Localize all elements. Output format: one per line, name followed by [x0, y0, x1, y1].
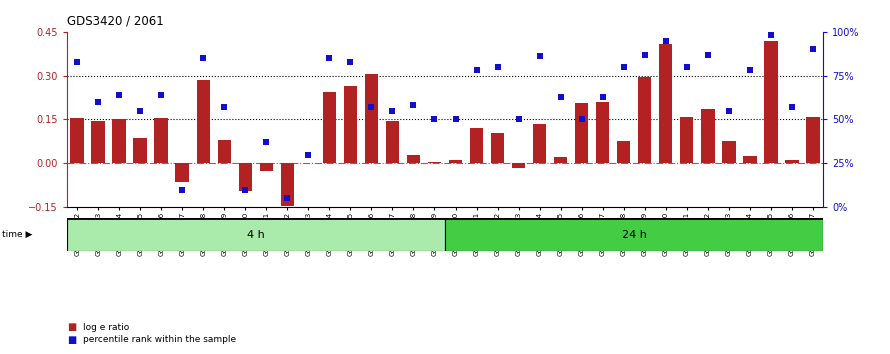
Text: ■: ■: [67, 335, 76, 345]
Point: [742, 68, 756, 73]
Text: 4 h: 4 h: [247, 229, 264, 240]
Text: GDS3420 / 2061: GDS3420 / 2061: [67, 14, 164, 27]
Bar: [554, 158, 568, 163]
Point: [532, 53, 546, 59]
Bar: [197, 80, 210, 163]
Point: [175, 187, 190, 193]
Point: [302, 152, 316, 157]
Bar: [533, 124, 546, 163]
Point: [512, 117, 526, 122]
Bar: [638, 77, 651, 163]
Point: [154, 92, 168, 98]
Bar: [67, 218, 445, 251]
Point: [217, 104, 231, 110]
Bar: [134, 138, 147, 163]
Point: [700, 52, 715, 57]
Point: [617, 64, 631, 70]
Point: [134, 108, 148, 114]
Point: [785, 104, 799, 110]
Bar: [365, 74, 378, 163]
Bar: [70, 118, 84, 163]
Point: [595, 94, 610, 99]
Bar: [785, 160, 798, 163]
Point: [554, 94, 568, 99]
Bar: [322, 92, 336, 163]
Bar: [112, 120, 126, 163]
Bar: [595, 102, 610, 163]
Point: [196, 55, 210, 61]
Text: log e ratio: log e ratio: [83, 323, 129, 332]
Point: [364, 104, 378, 110]
Bar: [280, 163, 295, 206]
Bar: [575, 103, 588, 163]
Bar: [449, 160, 462, 163]
Point: [239, 187, 253, 193]
Point: [91, 99, 105, 105]
Point: [344, 59, 358, 64]
Point: [449, 117, 463, 122]
Bar: [445, 218, 823, 251]
Bar: [743, 156, 756, 163]
Text: 24 h: 24 h: [622, 229, 646, 240]
Bar: [175, 163, 190, 182]
Bar: [470, 128, 483, 163]
Point: [680, 64, 694, 70]
Point: [259, 139, 273, 145]
Bar: [764, 41, 778, 163]
Text: ■: ■: [67, 322, 76, 332]
Text: percentile rank within the sample: percentile rank within the sample: [83, 335, 236, 344]
Point: [407, 103, 421, 108]
Point: [490, 64, 505, 70]
Text: time ▶: time ▶: [2, 230, 32, 239]
Point: [469, 68, 483, 73]
Bar: [239, 163, 252, 191]
Point: [112, 92, 126, 98]
Point: [659, 38, 673, 44]
Bar: [92, 121, 105, 163]
Bar: [428, 162, 441, 163]
Point: [764, 33, 778, 38]
Bar: [512, 163, 525, 168]
Point: [722, 108, 736, 114]
Point: [385, 108, 400, 114]
Bar: [260, 163, 273, 171]
Point: [280, 195, 295, 201]
Point: [427, 117, 441, 122]
Bar: [344, 86, 357, 163]
Bar: [700, 109, 715, 163]
Point: [805, 47, 820, 52]
Bar: [385, 121, 400, 163]
Bar: [617, 141, 630, 163]
Bar: [155, 118, 168, 163]
Point: [70, 59, 85, 64]
Point: [574, 117, 588, 122]
Bar: [680, 116, 693, 163]
Point: [322, 55, 336, 61]
Point: [637, 52, 651, 57]
Bar: [722, 141, 735, 163]
Bar: [659, 44, 673, 163]
Bar: [217, 140, 231, 163]
Bar: [407, 154, 420, 163]
Bar: [490, 133, 505, 163]
Bar: [806, 116, 820, 163]
